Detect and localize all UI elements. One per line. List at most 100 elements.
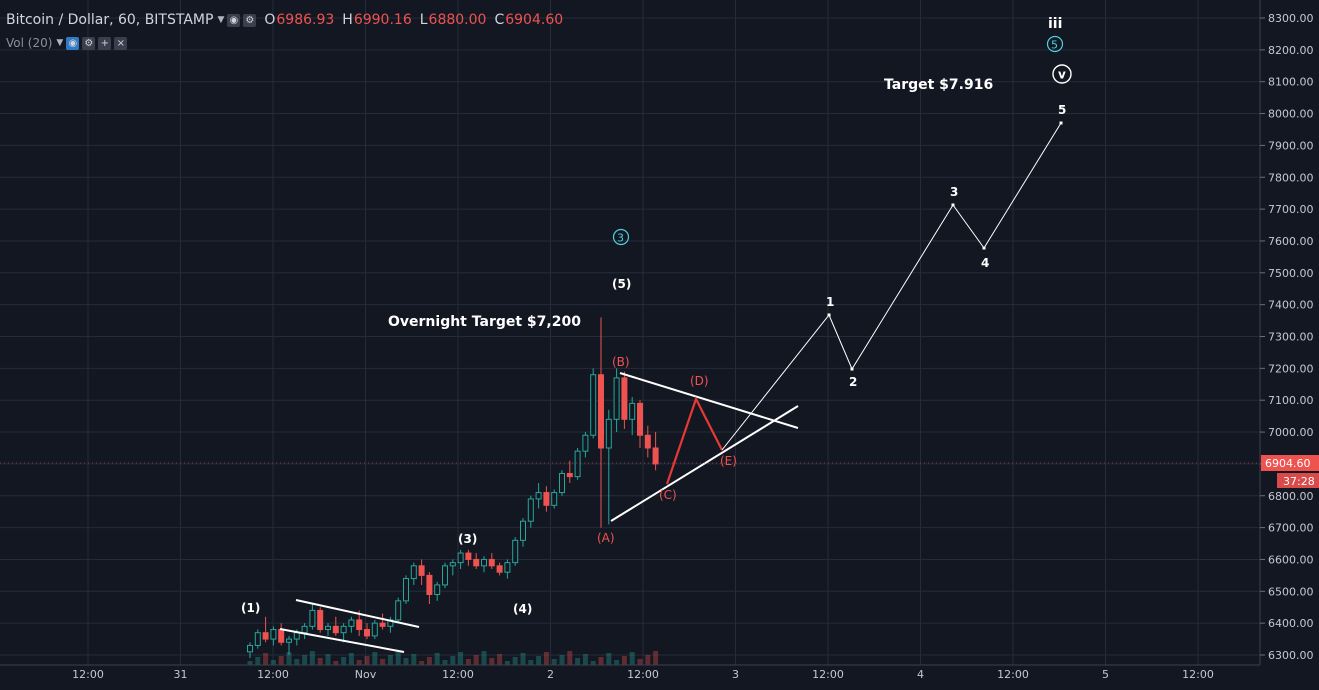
eye-icon[interactable]: ◉ bbox=[66, 36, 80, 50]
candle bbox=[644, 425, 651, 458]
price-tick-label: 6500.00 bbox=[1268, 585, 1314, 598]
volume-bar bbox=[419, 661, 425, 665]
candle bbox=[629, 397, 636, 436]
candle bbox=[426, 572, 433, 605]
time-tick-label: 12:00 bbox=[442, 668, 474, 681]
gear-icon[interactable]: ⚙ bbox=[82, 36, 96, 50]
target-note: Target $7.916 bbox=[884, 77, 993, 93]
volume-bar bbox=[411, 654, 417, 665]
time-tick-label: 12:00 bbox=[997, 668, 1029, 681]
wave-label-c: (C) bbox=[659, 488, 677, 502]
volume-bar bbox=[434, 653, 440, 665]
candle bbox=[418, 559, 425, 585]
volume-bar bbox=[504, 661, 510, 665]
wave-label-b: (B) bbox=[612, 355, 630, 369]
candle bbox=[434, 581, 441, 601]
price-tick-label: 7000.00 bbox=[1268, 426, 1314, 439]
volume-bar bbox=[270, 660, 276, 665]
volume-title[interactable]: Vol (20) bbox=[6, 36, 53, 50]
volume-bar bbox=[380, 659, 386, 665]
price-tick-label: 6600.00 bbox=[1268, 553, 1314, 566]
volume-bar bbox=[465, 659, 471, 665]
price-tick-label: 7300.00 bbox=[1268, 331, 1314, 344]
volume-bar bbox=[629, 652, 635, 665]
price-tick-label: 6300.00 bbox=[1268, 649, 1314, 662]
candle bbox=[387, 616, 394, 633]
volume-bar bbox=[294, 659, 300, 665]
wave-cde-line[interactable] bbox=[665, 396, 723, 485]
volume-bar bbox=[325, 654, 331, 665]
volume-bar bbox=[637, 659, 643, 665]
volume-bar bbox=[567, 651, 573, 665]
triangle-lower-line[interactable] bbox=[610, 405, 799, 522]
svg-text:v: v bbox=[1058, 68, 1066, 82]
symbol-title[interactable]: Bitcoin / Dollar, 60, BITSTAMP bbox=[6, 12, 214, 28]
projection-vertex[interactable] bbox=[850, 367, 854, 371]
candle bbox=[270, 626, 277, 646]
candle bbox=[527, 495, 534, 528]
volume-bar bbox=[559, 655, 565, 665]
volume-bar bbox=[473, 655, 479, 665]
volume-bar bbox=[450, 656, 456, 665]
channel-line-lower[interactable] bbox=[279, 628, 405, 653]
close-icon[interactable]: × bbox=[114, 36, 128, 50]
candle bbox=[410, 562, 417, 585]
projection-label-5: 5 bbox=[1058, 103, 1066, 117]
projection-vertex[interactable] bbox=[827, 313, 831, 317]
volume-bar bbox=[520, 653, 526, 665]
candle bbox=[543, 486, 550, 512]
volume-bar bbox=[606, 653, 612, 665]
candle bbox=[590, 368, 597, 439]
projection-vertex[interactable] bbox=[982, 246, 986, 250]
candle bbox=[457, 549, 464, 570]
time-axis[interactable] bbox=[0, 665, 1319, 690]
time-axis-labels: 12:00 31 12:00 Nov 12:00 2 12:00 3 12:00 4 12:00 5 1… bbox=[72, 668, 1214, 681]
triangle-upper-line[interactable] bbox=[619, 372, 799, 429]
volume-bar bbox=[372, 652, 378, 665]
channel-line-upper[interactable] bbox=[295, 599, 420, 628]
candle bbox=[449, 559, 456, 576]
gear-icon[interactable]: ⚙ bbox=[243, 13, 257, 27]
ohlc-high: H6990.16 bbox=[342, 12, 412, 28]
volume-bar bbox=[481, 651, 487, 665]
volume-bar bbox=[551, 659, 557, 665]
chevron-down-icon[interactable]: ▼ bbox=[56, 38, 64, 48]
volume-bar bbox=[356, 660, 362, 665]
price-tick-label: 8200.00 bbox=[1268, 44, 1314, 57]
price-tick-label: 6700.00 bbox=[1268, 522, 1314, 535]
candle bbox=[551, 489, 558, 509]
volume-bar bbox=[309, 651, 315, 665]
projection-label-4: 4 bbox=[981, 256, 989, 270]
candle bbox=[582, 432, 589, 458]
volume-bar bbox=[387, 655, 393, 665]
volume-bar bbox=[528, 660, 534, 665]
chevron-down-icon[interactable]: ▼ bbox=[217, 15, 225, 25]
eye-icon[interactable]: ◉ bbox=[227, 13, 241, 27]
chart-grid bbox=[0, 0, 1260, 665]
candle bbox=[574, 447, 581, 480]
candle bbox=[371, 619, 378, 640]
countdown-label: 37:28 bbox=[1283, 475, 1315, 488]
price-axis[interactable] bbox=[1260, 0, 1319, 665]
candle bbox=[247, 642, 253, 659]
volume-bar bbox=[497, 654, 503, 665]
plus-icon[interactable]: + bbox=[98, 36, 112, 50]
projection-path[interactable] bbox=[721, 122, 1062, 451]
price-axis-labels: 8300.00 8200.00 8100.00 8000.00 7900.00 7800.… bbox=[1260, 12, 1314, 662]
projection-vertex[interactable] bbox=[1059, 121, 1063, 125]
price-tick-label: 6800.00 bbox=[1268, 490, 1314, 503]
candle bbox=[379, 613, 386, 630]
volume-bar bbox=[614, 660, 620, 665]
candle bbox=[403, 575, 409, 605]
ohlc-close: C6904.60 bbox=[494, 12, 564, 28]
time-tick-label: 12:00 bbox=[72, 668, 104, 681]
candle bbox=[364, 623, 370, 640]
volume-bar bbox=[286, 652, 292, 665]
volume-bar bbox=[247, 661, 253, 665]
candle bbox=[481, 556, 487, 573]
price-tick-label: 7800.00 bbox=[1268, 171, 1314, 184]
candle bbox=[652, 432, 659, 471]
projection-vertex[interactable] bbox=[951, 203, 955, 207]
candle bbox=[278, 623, 285, 646]
